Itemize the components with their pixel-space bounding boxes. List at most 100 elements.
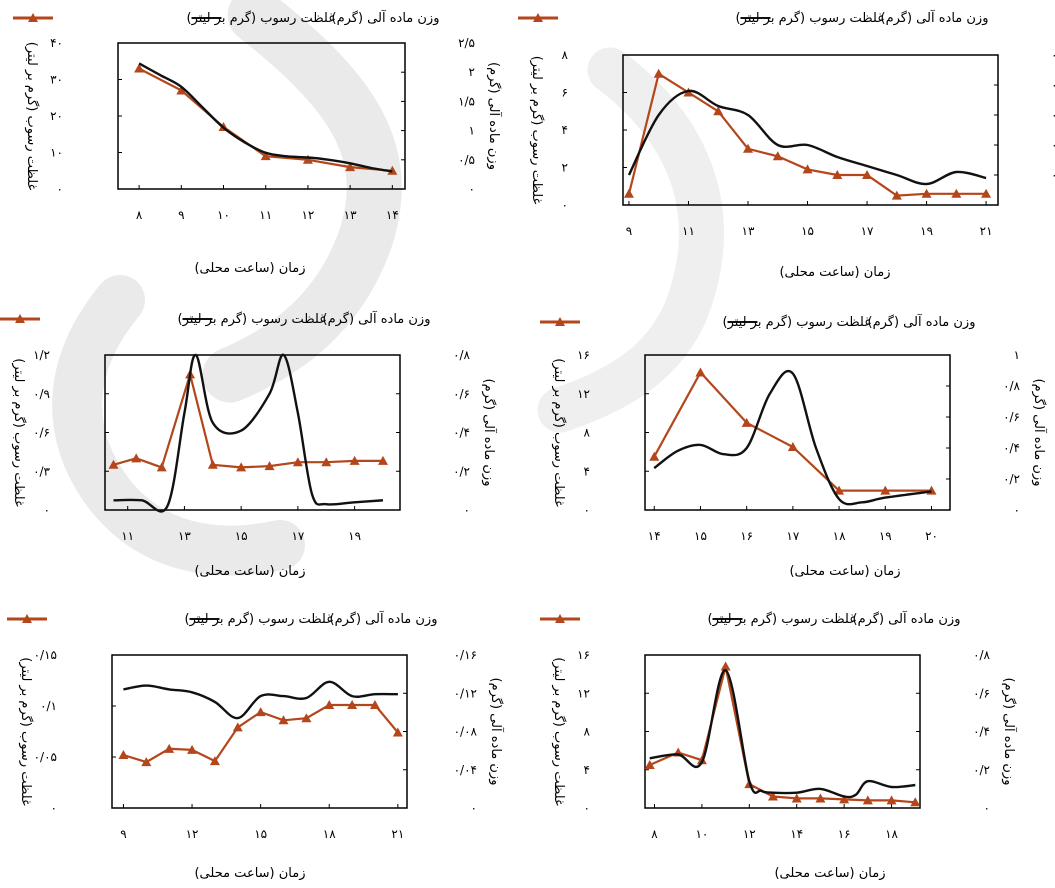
- data-point-sediment: [644, 759, 655, 769]
- legend-text-organic: وزن ماده آلی (گرم): [323, 310, 431, 327]
- y-right-tick-label: ۰/۴: [1051, 78, 1055, 92]
- data-point-sediment: [118, 749, 129, 759]
- x-tick-label: ۱۴: [386, 208, 399, 222]
- series-line-organic: [138, 62, 393, 173]
- x-tick-label: ۹: [626, 224, 632, 238]
- x-tick-label: ۱۸: [885, 827, 898, 841]
- x-tick-label: ۱۷: [786, 529, 799, 543]
- x-tick-label: ۱۸: [323, 827, 336, 841]
- data-point-sediment: [623, 188, 634, 198]
- legend-marker-triangle: [15, 314, 25, 323]
- x-tick-label: ۱۹: [879, 529, 892, 543]
- y-right-tick-label: ۰/۰۸: [454, 725, 478, 739]
- y-left-axis-label: غلظت رسوب (گرم بر لیتر): [551, 657, 567, 806]
- legend-text-organic: وزن ماده آلی (گرم): [330, 610, 438, 627]
- x-axis-label: زمان (ساعت محلی): [779, 265, 890, 280]
- data-point-sediment: [255, 707, 266, 717]
- y-left-tick-label: ۱۲: [577, 387, 590, 401]
- y-left-tick-label: ۰: [57, 182, 63, 196]
- data-point-sediment: [392, 727, 403, 737]
- x-tick-label: ۱۶: [740, 529, 753, 543]
- y-left-tick-label: ۴: [562, 123, 568, 137]
- y-right-tick-label: ۰: [469, 182, 475, 196]
- data-point-sediment: [209, 756, 220, 766]
- x-tick-label: ۱۴: [790, 827, 803, 841]
- legend-text-organic: وزن ماده آلی (گرم): [853, 610, 961, 627]
- chart-panel-5: وزن ماده آلی (گرم) غلظت رسوب (گرم بر لیتر…: [7, 610, 505, 881]
- data-point-sediment: [187, 744, 198, 754]
- data-point-sediment: [264, 461, 275, 471]
- y-right-tick-label: ۰/۴: [973, 725, 990, 739]
- y-left-tick-label: ۰/۹: [33, 387, 50, 401]
- y-left-tick-label: ۴: [584, 464, 590, 478]
- data-point-sediment: [232, 722, 243, 732]
- legend: وزن ماده آلی (گرم)غلظت رسوب (گرم بر لیتر…: [7, 610, 438, 627]
- y-left-tick-label: ۲: [562, 161, 568, 175]
- y-left-axis-label: غلظت رسوب (گرم بر لیتر): [24, 42, 40, 191]
- y-right-tick-label: ۰/۸: [1003, 379, 1020, 393]
- y-right-tick-label: ۰: [984, 801, 990, 815]
- y-left-tick-label: ۱/۲: [33, 348, 50, 362]
- data-point-sediment: [345, 162, 356, 172]
- y-left-tick-label: ۲۰: [50, 109, 63, 123]
- data-point-sediment: [981, 188, 992, 198]
- y-left-axis-label: غلظت رسوب (گرم بر لیتر): [18, 657, 34, 806]
- x-tick-label: ۱۱: [121, 529, 134, 543]
- chart-panel-3: وزن ماده آلی (گرم)غلظت رسوب (گرم بر لیتر…: [0, 310, 498, 579]
- x-tick-label: ۹: [120, 827, 126, 841]
- y-right-axis-label: وزن ماده آلی (گرم): [1031, 379, 1048, 487]
- data-point-sediment: [787, 442, 798, 452]
- y-left-tick-label: ۰/۶: [33, 426, 50, 440]
- series-sediment: [108, 369, 388, 472]
- legend-text-sediment: غلظت رسوب (گرم بر لیتر): [187, 10, 336, 26]
- x-axis-label: زمان (ساعت محلی): [194, 564, 305, 579]
- y-right-tick-label: ۰/۳: [1051, 108, 1055, 122]
- y-right-tick-label: ۰/۱۶: [454, 648, 477, 662]
- y-left-tick-label: ۳۰: [50, 73, 63, 87]
- data-point-sediment: [862, 795, 873, 805]
- data-point-sediment: [743, 143, 753, 153]
- x-tick-label: ۱۱: [259, 208, 272, 222]
- y-left-tick-label: ۴: [584, 763, 590, 777]
- legend-text-organic: وزن ماده آلی (گرم): [881, 9, 989, 26]
- series-line-organic: [649, 669, 916, 799]
- data-point-sediment: [156, 462, 167, 472]
- y-right-tick-label: ۰/۸: [973, 648, 990, 662]
- x-tick-label: ۱۶: [838, 827, 851, 841]
- series-line-sediment: [113, 370, 383, 469]
- data-point-sediment: [278, 715, 289, 725]
- y-right-tick-label: ۰/۶: [973, 686, 990, 700]
- y-left-tick-label: ۸: [562, 48, 569, 62]
- x-tick-label: ۱۳: [742, 224, 755, 238]
- legend-text-sediment: غلظت رسوب (گرم بر لیتر): [178, 311, 327, 327]
- y-left-tick-label: ۱۰: [50, 146, 63, 160]
- y-right-tick-label: ۰/۶: [1003, 410, 1020, 424]
- legend-text-organic: وزن ماده آلی (گرم): [332, 9, 440, 26]
- plot-frame: [104, 354, 401, 511]
- legend-text-sediment: غلظت رسوب (گرم بر لیتر): [736, 10, 885, 26]
- y-left-tick-label: ۰: [51, 801, 57, 815]
- y-left-tick-label: ۰: [562, 198, 568, 212]
- data-point-sediment: [324, 699, 335, 709]
- y-right-tick-label: ۰/۲: [973, 763, 990, 777]
- data-point-sediment: [108, 459, 119, 469]
- data-point-sediment: [260, 151, 271, 161]
- y-right-tick-label: ۰/۱۲: [454, 686, 477, 700]
- chart-panel-4: وزن ماده آلی (گرم)غلظت رسوب (گرم بر لیتر…: [540, 313, 1048, 579]
- legend: وزن ماده آلی (گرم)غلظت رسوب (گرم بر لیتر…: [0, 310, 431, 327]
- y-right-tick-label: ۰/۲: [453, 464, 470, 478]
- y-left-tick-label: ۰/۳: [33, 464, 50, 478]
- x-tick-label: ۱۴: [648, 529, 661, 543]
- y-right-tick-label: ۰/۴: [453, 426, 470, 440]
- x-tick-label: ۱۳: [344, 208, 357, 222]
- data-point-sediment: [910, 797, 921, 807]
- legend-marker-triangle: [555, 317, 565, 326]
- series-line-sediment: [649, 666, 916, 804]
- plot-frame: [644, 654, 921, 809]
- data-point-sediment: [695, 367, 706, 377]
- legend-text-sediment: غلظت رسوب (گرم بر لیتر): [708, 611, 857, 627]
- data-point-sediment: [369, 699, 380, 709]
- data-point-sediment: [349, 455, 360, 465]
- x-tick-label: ۱۲: [301, 208, 314, 222]
- chart-panel-1: وزن ماده آلی (گرم)غلظت رسوب (گرم بر لیتر…: [13, 9, 503, 276]
